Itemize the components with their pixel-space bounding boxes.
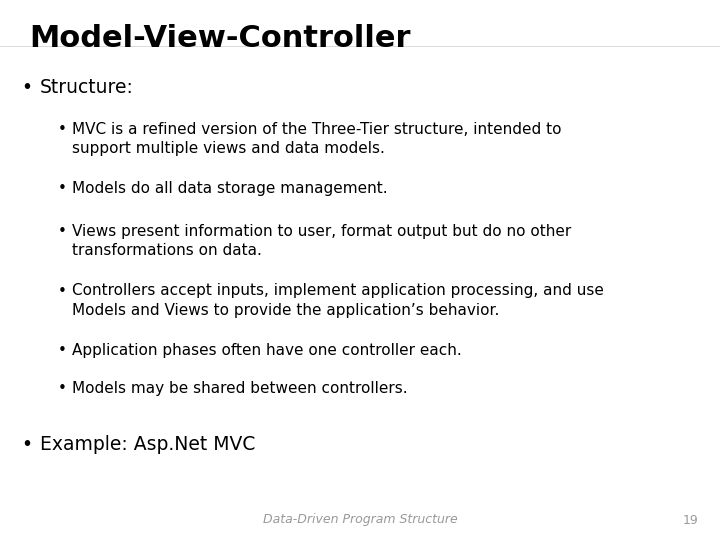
Text: Model-View-Controller: Model-View-Controller <box>29 24 410 53</box>
Text: 19: 19 <box>683 514 698 526</box>
Text: •: • <box>58 284 66 299</box>
Text: •: • <box>58 343 66 358</box>
Text: •: • <box>22 78 32 97</box>
Text: •: • <box>58 181 66 196</box>
Text: •: • <box>58 122 66 137</box>
Text: Controllers accept inputs, implement application processing, and use
Models and : Controllers accept inputs, implement app… <box>72 284 604 318</box>
Text: Models do all data storage management.: Models do all data storage management. <box>72 181 387 196</box>
Text: •: • <box>58 381 66 396</box>
Text: Structure:: Structure: <box>40 78 133 97</box>
Text: Data-Driven Program Structure: Data-Driven Program Structure <box>263 514 457 526</box>
Text: MVC is a refined version of the Three-Tier structure, intended to
support multip: MVC is a refined version of the Three-Ti… <box>72 122 562 156</box>
Text: •: • <box>58 224 66 239</box>
Text: Models may be shared between controllers.: Models may be shared between controllers… <box>72 381 408 396</box>
Text: Views present information to user, format output but do no other
transformations: Views present information to user, forma… <box>72 224 571 258</box>
Text: Application phases often have one controller each.: Application phases often have one contro… <box>72 343 462 358</box>
Text: •: • <box>22 435 32 454</box>
Text: Example: Asp.Net MVC: Example: Asp.Net MVC <box>40 435 255 454</box>
